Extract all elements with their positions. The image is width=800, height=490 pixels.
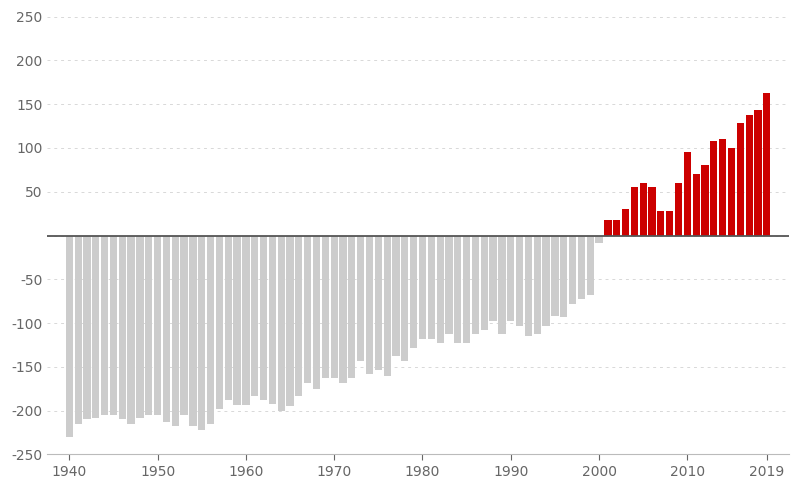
- Bar: [507, 236, 514, 321]
- Bar: [410, 236, 418, 347]
- Bar: [357, 236, 364, 361]
- Bar: [181, 236, 188, 415]
- Bar: [118, 236, 126, 419]
- Bar: [481, 236, 488, 330]
- Bar: [127, 236, 134, 424]
- Bar: [251, 236, 258, 396]
- Bar: [339, 236, 346, 383]
- Bar: [145, 236, 152, 415]
- Bar: [383, 236, 390, 376]
- Bar: [666, 211, 674, 236]
- Bar: [269, 236, 276, 404]
- Bar: [746, 115, 753, 236]
- Bar: [613, 220, 620, 236]
- Bar: [225, 236, 232, 400]
- Bar: [490, 236, 497, 321]
- Bar: [313, 236, 320, 389]
- Bar: [693, 174, 700, 236]
- Bar: [428, 236, 435, 339]
- Bar: [658, 211, 665, 236]
- Bar: [437, 236, 444, 343]
- Bar: [498, 236, 506, 335]
- Bar: [684, 152, 691, 236]
- Bar: [737, 123, 744, 236]
- Bar: [366, 236, 373, 374]
- Bar: [763, 93, 770, 236]
- Bar: [110, 236, 117, 415]
- Bar: [542, 236, 550, 326]
- Bar: [569, 236, 576, 304]
- Bar: [348, 236, 355, 378]
- Bar: [525, 236, 532, 336]
- Bar: [702, 166, 709, 236]
- Bar: [710, 141, 718, 236]
- Bar: [472, 236, 479, 335]
- Bar: [463, 236, 470, 343]
- Bar: [604, 220, 611, 236]
- Bar: [278, 236, 285, 411]
- Bar: [304, 236, 311, 383]
- Bar: [392, 236, 400, 356]
- Bar: [172, 236, 179, 426]
- Bar: [586, 236, 594, 295]
- Bar: [207, 236, 214, 424]
- Bar: [198, 236, 206, 430]
- Bar: [295, 236, 302, 396]
- Bar: [286, 236, 294, 406]
- Bar: [101, 236, 108, 415]
- Bar: [419, 236, 426, 339]
- Bar: [534, 236, 541, 335]
- Bar: [516, 236, 523, 326]
- Bar: [728, 148, 735, 236]
- Bar: [649, 187, 656, 236]
- Bar: [190, 236, 197, 426]
- Bar: [639, 183, 647, 236]
- Bar: [83, 236, 90, 419]
- Bar: [322, 236, 329, 378]
- Bar: [242, 236, 250, 405]
- Bar: [66, 236, 73, 437]
- Bar: [74, 236, 82, 424]
- Bar: [630, 187, 638, 236]
- Bar: [622, 209, 629, 236]
- Bar: [578, 236, 585, 299]
- Bar: [719, 139, 726, 236]
- Bar: [374, 236, 382, 369]
- Bar: [216, 236, 223, 409]
- Bar: [754, 110, 762, 236]
- Bar: [162, 236, 170, 422]
- Bar: [330, 236, 338, 378]
- Bar: [595, 236, 602, 243]
- Bar: [560, 236, 567, 317]
- Bar: [454, 236, 462, 343]
- Bar: [136, 236, 143, 417]
- Bar: [401, 236, 409, 361]
- Bar: [92, 236, 99, 417]
- Bar: [154, 236, 162, 415]
- Bar: [234, 236, 241, 405]
- Bar: [260, 236, 267, 400]
- Bar: [675, 183, 682, 236]
- Bar: [446, 236, 453, 335]
- Bar: [551, 236, 558, 316]
